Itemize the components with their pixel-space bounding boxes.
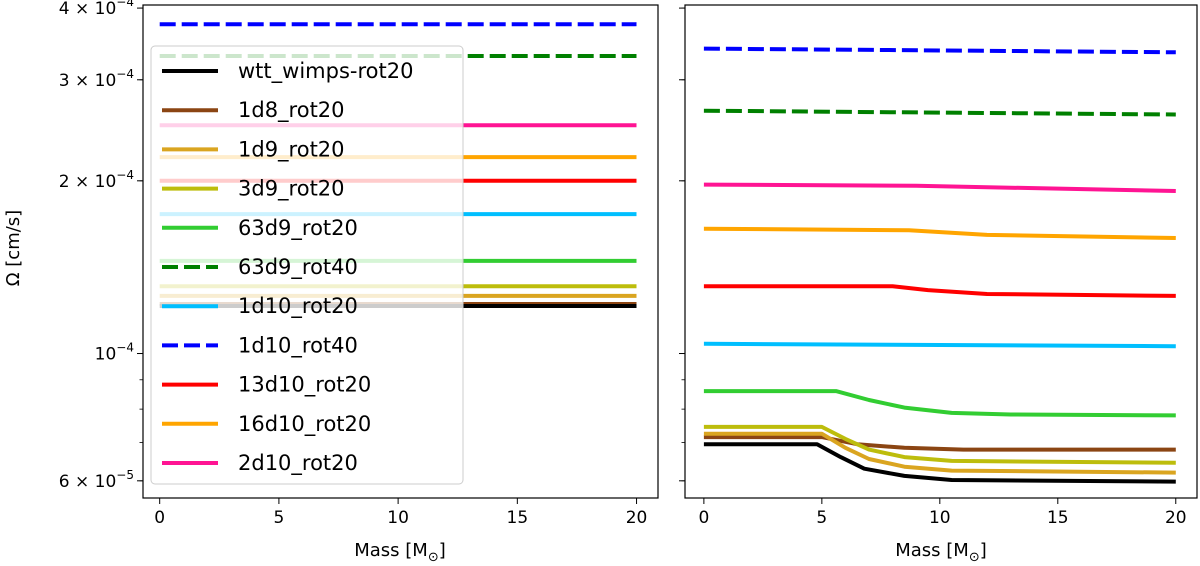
y-tick-label: 3 × 10−4 bbox=[59, 67, 134, 91]
legend-label-63d9_rot20: 63d9_rot20 bbox=[238, 216, 358, 241]
series-line-16d10_rot20 bbox=[703, 226, 1176, 240]
legend-box bbox=[150, 45, 464, 485]
panel-right-x-axis-label-sun-symbol: ⊙ bbox=[969, 550, 980, 565]
panel-right-x-axis-label-close: ] bbox=[980, 540, 987, 561]
legend-label-1d10_rot40: 1d10_rot40 bbox=[238, 333, 358, 358]
panel-right-x-axis-label-text: Mass [M bbox=[895, 540, 969, 561]
series-line-1d10_rot40 bbox=[703, 46, 1176, 55]
x-tick-label: 10 bbox=[387, 508, 409, 528]
y-tick-label: 2 × 10−4 bbox=[59, 168, 134, 192]
legend-label-1d9_rot20: 1d9_rot20 bbox=[238, 137, 345, 162]
series-line-2d10_rot20 bbox=[703, 182, 1176, 193]
y-tick-label: 6 × 10−5 bbox=[59, 468, 134, 492]
x-tick-label: 10 bbox=[929, 508, 951, 528]
y-tick-label: 10−4 bbox=[95, 341, 134, 365]
panel-left-x-axis-label-text: Mass [M bbox=[354, 540, 428, 561]
legend: wtt_wimps-rot20 1d8_rot20 1d9_rot20 3d9_rot… bbox=[150, 45, 464, 485]
series-line-1d8_rot20 bbox=[703, 435, 1176, 452]
panel-left-x-axis-label: Mass [M⊙] bbox=[354, 540, 446, 565]
x-tick-label: 0 bbox=[698, 508, 709, 528]
y-axis-label: Ω [cm/s] bbox=[3, 210, 24, 286]
series-line-63d9_rot40 bbox=[703, 108, 1176, 117]
x-tick-label: 20 bbox=[626, 508, 648, 528]
legend-label-1d8_rot20: 1d8_rot20 bbox=[238, 98, 345, 123]
legend-label-wtt_wimps-rot20: wtt_wimps-rot20 bbox=[238, 59, 413, 84]
panel-right-x-axis-label: Mass [M⊙] bbox=[895, 540, 987, 565]
legend-label-16d10_rot20: 16d10_rot20 bbox=[238, 412, 371, 437]
panel-right: 0 5 10 15 20 Mass [M⊙] bbox=[684, 4, 1198, 565]
x-tick-label: 15 bbox=[1047, 508, 1069, 528]
series-line-63d9_rot20 bbox=[703, 389, 1176, 418]
y-axis-ticks: 4 × 10−4 3 × 10−4 2 × 10−4 10−4 6 × 10−5 bbox=[59, 0, 685, 492]
panel-left-x-axis-label-close: ] bbox=[439, 540, 446, 561]
panel-right-frame bbox=[684, 4, 1198, 499]
legend-label-63d9_rot40: 63d9_rot40 bbox=[238, 255, 358, 280]
legend-label-2d10_rot20: 2d10_rot20 bbox=[238, 451, 358, 476]
x-tick-label: 15 bbox=[507, 508, 529, 528]
legend-label-3d9_rot20: 3d9_rot20 bbox=[238, 177, 345, 202]
panel-left-frame bbox=[142, 4, 659, 499]
panel-left-x-ticks: 0 5 10 15 20 bbox=[154, 498, 647, 528]
legend-label-1d10_rot20: 1d10_rot20 bbox=[238, 294, 358, 319]
panel-right-series bbox=[703, 46, 1176, 484]
legend-label-13d10_rot20: 13d10_rot20 bbox=[238, 373, 371, 398]
x-tick-label: 20 bbox=[1165, 508, 1187, 528]
y-tick-label: 4 × 10−4 bbox=[59, 0, 134, 19]
series-line-1d9_rot20 bbox=[703, 431, 1176, 475]
x-tick-label: 5 bbox=[816, 508, 827, 528]
series-line-1d10_rot20 bbox=[703, 341, 1176, 349]
x-tick-label: 5 bbox=[273, 508, 284, 528]
panel-right-x-ticks: 0 5 10 15 20 bbox=[698, 498, 1187, 528]
series-line-13d10_rot20 bbox=[703, 284, 1176, 298]
series-line-wtt_wimps-rot20 bbox=[703, 442, 1176, 484]
x-tick-label: 0 bbox=[154, 508, 165, 528]
series-line-3d9_rot20 bbox=[703, 424, 1176, 465]
panel-left-x-axis-label-sun-symbol: ⊙ bbox=[428, 550, 439, 565]
